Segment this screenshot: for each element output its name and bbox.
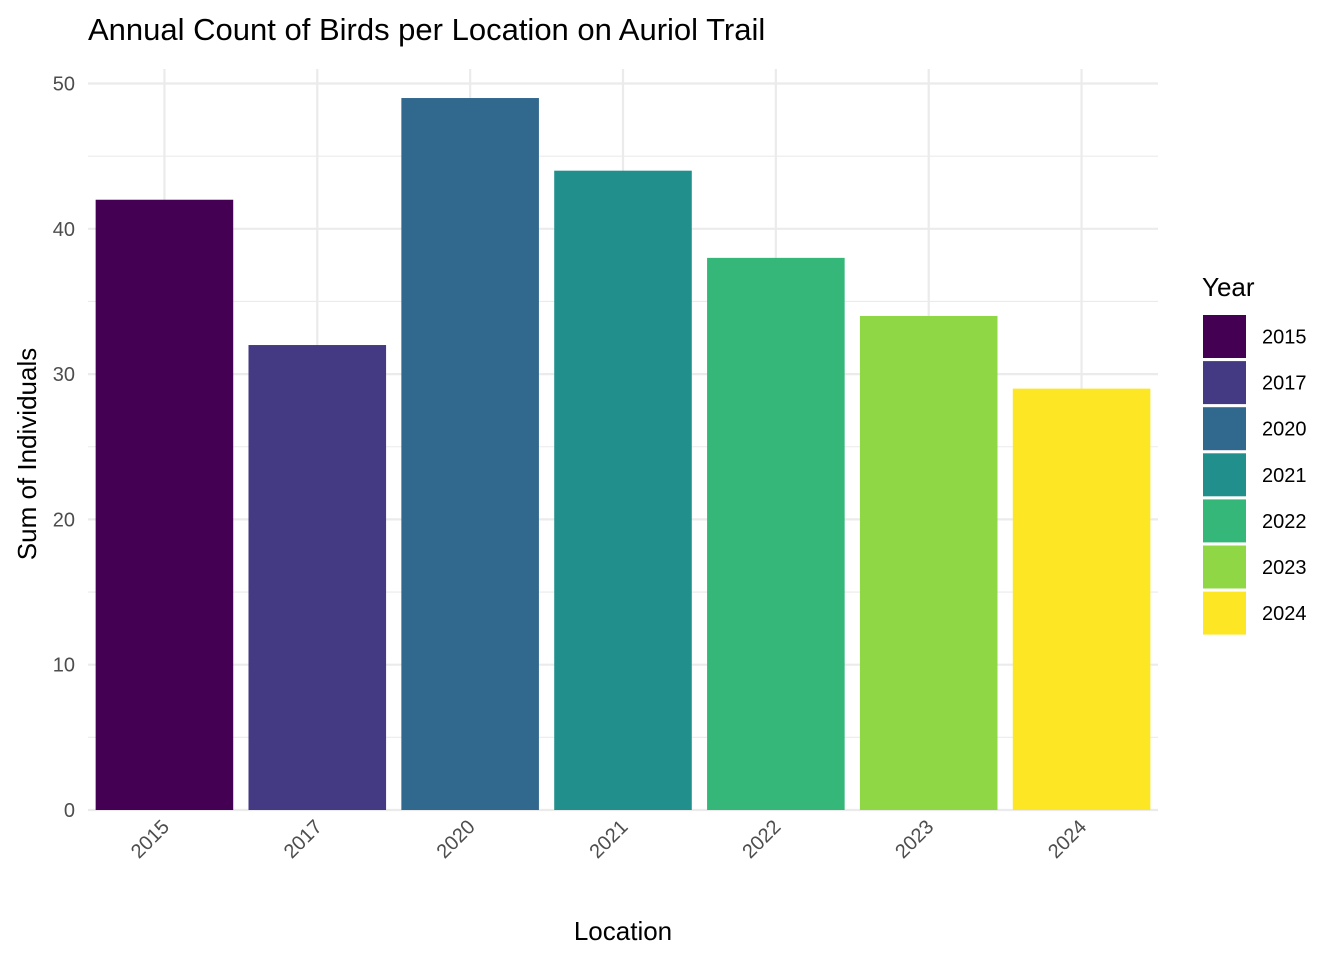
bar-2015 bbox=[95, 199, 234, 811]
x-tick-label: 2024 bbox=[1044, 816, 1091, 863]
legend-swatch-2017 bbox=[1203, 361, 1246, 405]
x-tick-label: 2015 bbox=[127, 816, 174, 863]
legend-swatch-2022 bbox=[1203, 499, 1246, 543]
legend-swatch-2021 bbox=[1203, 453, 1246, 497]
y-tick-label: 10 bbox=[53, 655, 75, 677]
legend-label: 2020 bbox=[1262, 419, 1307, 441]
legend-label: 2023 bbox=[1262, 557, 1307, 579]
bar-2017 bbox=[248, 345, 387, 810]
bar-2024 bbox=[1012, 388, 1151, 810]
bar-2021 bbox=[554, 170, 692, 810]
legend-swatch-2020 bbox=[1203, 407, 1246, 451]
x-axis-ticks: 2015 2017 2020 2021 2022 2023 2024 bbox=[127, 816, 1091, 863]
legend-label: 2022 bbox=[1262, 511, 1307, 533]
x-tick-label: 2020 bbox=[433, 816, 480, 863]
legend-swatch-2015 bbox=[1203, 315, 1246, 358]
y-tick-label: 20 bbox=[53, 509, 75, 531]
legend-title: Year bbox=[1202, 272, 1255, 302]
y-tick-label: 40 bbox=[53, 219, 75, 241]
x-axis-title: Location bbox=[574, 916, 672, 946]
y-tick-label: 0 bbox=[64, 800, 75, 822]
legend: Year 2015 2017 2020 2021 2022 2023 2024 bbox=[1202, 272, 1307, 635]
legend-label: 2021 bbox=[1262, 465, 1307, 487]
legend-swatch-2024 bbox=[1203, 591, 1246, 635]
y-axis-ticks: 0 10 20 30 40 50 bbox=[53, 74, 75, 823]
y-axis-title: Sum of Individuals bbox=[12, 348, 42, 560]
bars bbox=[95, 98, 1151, 811]
legend-label: 2017 bbox=[1262, 373, 1307, 395]
chart-title: Annual Count of Birds per Location on Au… bbox=[88, 12, 765, 47]
bar-2023 bbox=[859, 315, 998, 810]
legend-label: 2015 bbox=[1262, 327, 1307, 349]
bar-2020 bbox=[401, 98, 539, 810]
legend-label: 2024 bbox=[1262, 603, 1307, 625]
x-tick-label: 2017 bbox=[280, 816, 327, 863]
x-tick-label: 2022 bbox=[738, 816, 785, 863]
bar-2022 bbox=[707, 257, 845, 810]
legend-swatch-2023 bbox=[1203, 545, 1246, 589]
x-tick-label: 2023 bbox=[891, 816, 938, 863]
x-tick-label: 2021 bbox=[586, 816, 633, 863]
y-tick-label: 50 bbox=[53, 74, 75, 96]
y-tick-label: 30 bbox=[53, 364, 75, 386]
